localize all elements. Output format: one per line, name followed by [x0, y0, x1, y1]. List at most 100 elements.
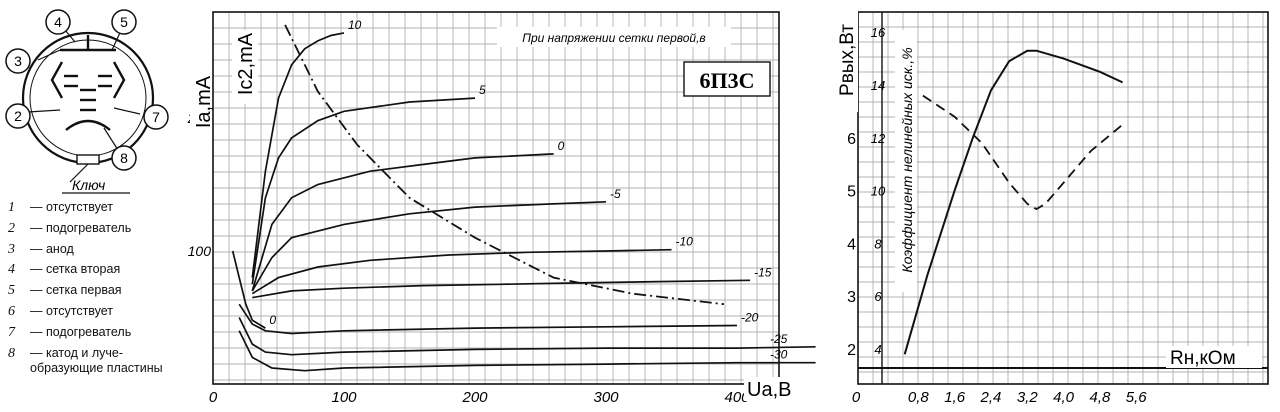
chart2-ylabel-bg [834, 8, 858, 112]
curve-label: -5 [610, 187, 621, 201]
chart2-xlabel: Rн,кОм [1170, 348, 1236, 369]
chart1-series-group: 10 5 0 -5 -10 -15 -20 -25 -30 0 [231, 18, 816, 372]
pin-description: — сетка вторая [30, 262, 121, 277]
y2-tick-label: 6 [874, 289, 882, 304]
pin-description: — анод [30, 241, 74, 256]
pin-marker-7: 7 [152, 109, 160, 125]
pin-marker-2: 2 [14, 108, 22, 124]
chart2-y-ticks: 234567 [847, 78, 856, 359]
curve-power [903, 49, 1124, 355]
pin-row-2: 2 — подогреватель [8, 221, 193, 238]
y2-tick-label: 8 [874, 236, 882, 251]
chart2-x-ticks: 0 0,8 1,6 2,4 3,2 4,0 4,8 5,6 [852, 389, 1147, 406]
x-tick-label: 400 [724, 389, 750, 406]
pin-row-5: 5 — сетка первая [8, 283, 193, 300]
y-tick-label: 3 [847, 289, 856, 306]
x-tick-label: 0,8 [908, 389, 930, 406]
curve-anode-3 [251, 200, 607, 292]
curve-label: 0 [269, 313, 276, 327]
tube-type-label: 6П3С [700, 68, 755, 93]
pin-number: 6 [8, 303, 15, 319]
y2-tick-label: 14 [871, 78, 885, 93]
curve-screen-6 [238, 303, 738, 335]
curve-screen-start-9 [231, 250, 266, 329]
key-leader-line [69, 163, 89, 183]
chart1-ylabel: Ia,mA [193, 75, 215, 128]
pin-number: 1 [8, 200, 15, 215]
chart1-ylabel2: Ic2,mA [235, 32, 257, 95]
pin-description: — катод и луче-образующие пластины [30, 345, 163, 375]
pin-marker-4: 4 [54, 14, 62, 30]
pin-marker-8: 8 [120, 150, 128, 166]
x-tick-label: 4,0 [1053, 389, 1075, 406]
ylabel2-bg [232, 30, 258, 104]
curve-screen-8 [238, 330, 816, 372]
chart2-frame [857, 11, 1269, 385]
x-tick-label: 3,2 [1017, 389, 1039, 406]
x-tick-label: 200 [461, 389, 488, 406]
tube-pinout-diagram: 4 5 3 2 7 8 Ключ [5, 9, 169, 194]
y2-tick-label: 10 [871, 184, 886, 199]
xlabel-bg [744, 377, 802, 401]
x-tick-label: 4,8 [1089, 389, 1111, 406]
pin-row-6: 6 — отсутствует [8, 304, 193, 321]
chart1-frame [212, 11, 780, 385]
tube-type-box [683, 61, 771, 97]
curve-anode-5 [252, 279, 751, 299]
pin-description: — подогреватель [30, 220, 132, 235]
x-tick-label: 300 [593, 389, 619, 406]
pin-row-4: 4 — сетка вторая [8, 262, 193, 279]
pin-number: 5 [8, 283, 15, 299]
chart2-series-group [903, 49, 1124, 355]
pin-markers: 4 5 3 2 7 8 [5, 9, 169, 171]
pin-row-1: 1 — отсутствует [8, 200, 193, 217]
curve-anode-2 [251, 153, 554, 292]
chart1-xlabel: Ua,B [747, 379, 791, 401]
curve-distortion [922, 94, 1124, 211]
y2-tick-label: 12 [871, 131, 886, 146]
curve-label: -25 [770, 332, 788, 346]
annotation-bg [497, 27, 731, 47]
pin-description: — сетка первая [30, 283, 122, 298]
y-tick-label: 2 [847, 342, 856, 359]
y-tick-label: 4 [847, 236, 856, 253]
curve-label: -10 [676, 235, 694, 249]
chart2-ylabel2-bg [895, 30, 917, 292]
chart1-annotation: При напряжении сетки первой,в [522, 31, 705, 45]
pin-row-7: 7 — подогреватель [8, 325, 193, 342]
x-tick-label: 5,6 [1126, 389, 1148, 406]
chart2-ylabel: Pвых,Вт [837, 24, 858, 96]
key-notch [76, 154, 100, 165]
y-tick-label: 100 [188, 243, 212, 259]
curve-label: -15 [754, 265, 772, 279]
chart2-xlabel-bg [1166, 346, 1262, 368]
x-tick-label: 2,4 [980, 389, 1002, 406]
key-label: Ключ [72, 177, 105, 193]
pin-row-3: 3 — анод [8, 242, 193, 259]
curve-label: -20 [741, 310, 759, 324]
curve-label: -30 [770, 348, 788, 362]
curve-anode-4 [251, 248, 672, 295]
pin-number: 7 [8, 324, 15, 340]
pin-number: 3 [8, 241, 15, 257]
curve-anode-0 [251, 32, 345, 278]
pin-description: — подогреватель [30, 324, 132, 339]
pin-row-8: 8 — катод и луче-образующие пластины [8, 346, 193, 376]
tube-inner-outline [29, 39, 147, 157]
pin-description: — отсутствует [30, 303, 114, 318]
chart1-x-ticks: 0 100 200 300 400 [209, 389, 750, 406]
chart2-ylabel2: Коэффициент нелинейных иск.,% [899, 47, 915, 272]
pin-number: 4 [8, 262, 15, 278]
x-tick-label: 100 [331, 389, 357, 406]
y-tick-label: 6 [847, 131, 856, 148]
anode-characteristics-chart: 10 5 0 -5 -10 -15 -20 -25 -30 0 0 100 200 300 400 100… [187, 11, 816, 406]
curve-anode-1 [251, 97, 476, 285]
x-tick-label: 0 [852, 389, 861, 406]
ylabel-bg [190, 72, 212, 132]
pin-description: — отсутствует [30, 200, 114, 214]
chart2-grid [857, 11, 1268, 384]
curve-label: 10 [348, 18, 362, 32]
pin-number: 2 [8, 220, 15, 236]
pin-marker-3: 3 [14, 53, 22, 69]
